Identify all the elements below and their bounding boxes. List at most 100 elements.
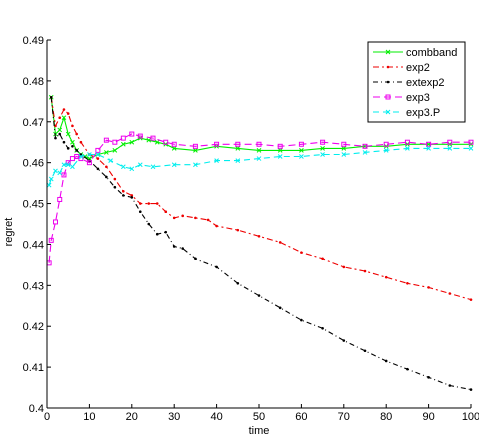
data-point	[96, 157, 100, 160]
data-point	[147, 222, 151, 226]
x-tick-label: 20	[126, 411, 138, 423]
data-point	[363, 349, 367, 353]
data-point	[298, 141, 304, 147]
data-point	[181, 214, 184, 218]
series-line	[48, 133, 471, 263]
data-point	[122, 194, 125, 197]
data-point	[87, 156, 92, 161]
data-point	[300, 251, 303, 254]
data-point	[320, 152, 325, 157]
data-point	[171, 162, 177, 168]
data-point	[96, 167, 100, 171]
data-point	[235, 158, 241, 163]
data-point	[120, 164, 126, 170]
data-point	[469, 298, 473, 301]
data-point	[164, 230, 168, 234]
x-tick-label: 100	[462, 411, 479, 423]
data-point	[48, 237, 54, 243]
data-point	[70, 139, 75, 145]
x-tick-label: 90	[422, 411, 434, 423]
data-point	[52, 219, 58, 225]
data-point	[321, 257, 324, 261]
data-point	[172, 245, 176, 248]
legend-marker	[385, 94, 391, 100]
y-tick-label: 0.46	[23, 158, 44, 170]
data-point	[321, 326, 324, 330]
data-point	[65, 162, 71, 168]
legend-label: exp3	[406, 92, 430, 104]
y-tick-label: 0.42	[23, 321, 44, 333]
data-point	[383, 148, 389, 153]
y-tick-label: 0.48	[23, 76, 44, 88]
legend: combband exp2 extexp2 exp3 exp3.P	[367, 41, 466, 123]
data-point	[256, 141, 262, 147]
legend-entry: exp3	[373, 92, 430, 104]
data-point	[192, 143, 198, 149]
data-point	[57, 127, 63, 133]
y-tick-label: 0.4	[29, 403, 44, 415]
data-point	[155, 202, 159, 205]
data-point	[341, 146, 347, 151]
data-point	[278, 241, 282, 244]
data-point	[112, 139, 118, 145]
data-point	[57, 170, 63, 176]
data-point	[215, 265, 218, 269]
data-point	[71, 124, 74, 128]
data-point	[49, 95, 53, 99]
series-combband	[48, 94, 474, 161]
y-tick-label: 0.49	[23, 35, 44, 47]
data-point	[108, 158, 113, 163]
data-point	[46, 182, 52, 188]
data-point	[150, 135, 156, 141]
data-point	[384, 275, 388, 279]
x-tick-label: 10	[83, 411, 95, 423]
legend-label: exp2	[406, 62, 430, 74]
data-point	[193, 148, 198, 153]
data-point	[194, 216, 197, 220]
data-point	[193, 162, 198, 168]
data-point	[58, 116, 62, 119]
data-point	[155, 232, 159, 236]
data-point	[104, 150, 109, 155]
data-point	[61, 172, 67, 178]
data-point	[87, 152, 92, 157]
data-point	[120, 141, 126, 147]
legend-entry: exp3.P	[373, 107, 440, 119]
data-point	[235, 141, 241, 147]
data-point	[236, 228, 240, 232]
data-point	[103, 137, 109, 143]
data-point	[404, 139, 410, 145]
data-point	[426, 141, 431, 147]
y-tick-label: 0.41	[23, 362, 44, 374]
data-point	[70, 164, 75, 170]
data-point	[122, 189, 125, 193]
data-point	[320, 139, 326, 145]
data-point	[58, 132, 62, 136]
data-point	[447, 146, 453, 151]
data-point	[130, 196, 134, 199]
data-point	[138, 210, 142, 214]
legend-marker	[385, 49, 391, 55]
data-point	[54, 136, 57, 140]
data-point	[138, 202, 142, 205]
legend-label: combband	[406, 47, 457, 59]
data-point	[120, 135, 126, 141]
data-point	[406, 367, 409, 371]
data-point	[130, 194, 134, 197]
data-point	[342, 339, 346, 342]
legend-box	[367, 41, 466, 123]
data-point	[79, 153, 83, 156]
data-point	[66, 147, 70, 150]
data-point	[448, 292, 452, 295]
y-axis-label: regret	[3, 218, 15, 247]
data-point	[163, 139, 169, 145]
x-tick-label: 30	[168, 411, 180, 423]
x-tick-label: 60	[295, 411, 307, 423]
data-point	[214, 158, 219, 163]
data-point	[299, 148, 304, 153]
data-point	[105, 175, 108, 179]
data-point	[362, 143, 368, 149]
data-point	[86, 160, 92, 166]
data-point	[405, 146, 410, 151]
